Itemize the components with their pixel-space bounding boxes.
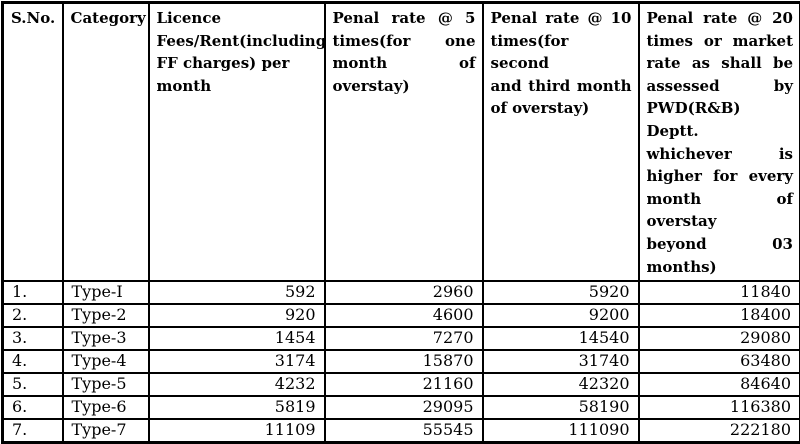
col-header-sno: S.No. bbox=[3, 3, 63, 282]
penal-rate-20x-cell: 11840 bbox=[639, 281, 800, 304]
header-line: times(for second bbox=[491, 30, 632, 75]
table-row-type-2: 2. Type-2 920 4600 9200 18400 bbox=[3, 304, 800, 327]
table-row-type-4: 4. Type-4 3174 15870 31740 63480 bbox=[3, 350, 800, 373]
penal-rate-5x-cell: 2960 bbox=[325, 281, 483, 304]
licence-fee-cell: 4232 bbox=[149, 373, 325, 396]
penal-rate-5x-cell: 21160 bbox=[325, 373, 483, 396]
header-line: whichever is bbox=[647, 143, 794, 166]
licence-fee-cell: 5819 bbox=[149, 396, 325, 419]
table-row-type-1: 1. Type-I 592 2960 5920 11840 bbox=[3, 281, 800, 304]
header-line: PWD(R&B) Deptt. bbox=[647, 97, 794, 142]
sno-cell: 7. bbox=[3, 419, 63, 443]
header-line: Licence bbox=[157, 7, 318, 30]
table-row-type-6: 6. Type-6 5819 29095 58190 116380 bbox=[3, 396, 800, 419]
penal-rate-20x-cell: 116380 bbox=[639, 396, 800, 419]
header-line: Penal rate @ 20 bbox=[647, 7, 794, 30]
sno-cell: 4. bbox=[3, 350, 63, 373]
header-line: beyond 03 bbox=[647, 233, 794, 256]
header-line: rate as shall be bbox=[647, 52, 794, 75]
table-row-type-5: 5. Type-5 4232 21160 42320 84640 bbox=[3, 373, 800, 396]
header-line: and third month bbox=[491, 75, 632, 98]
penal-rate-20x-cell: 222180 bbox=[639, 419, 800, 443]
sno-cell: 1. bbox=[3, 281, 63, 304]
licence-fee-cell: 3174 bbox=[149, 350, 325, 373]
category-cell: Type-I bbox=[63, 281, 149, 304]
category-cell: Type-2 bbox=[63, 304, 149, 327]
header-line: times(for one bbox=[333, 30, 476, 53]
penal-rate-20x-cell: 18400 bbox=[639, 304, 800, 327]
header-line: FF charges) per bbox=[157, 52, 318, 75]
penal-rate-10x-cell: 5920 bbox=[483, 281, 639, 304]
penal-rate-10x-cell: 111090 bbox=[483, 419, 639, 443]
header-line: Penal rate @ 5 bbox=[333, 7, 476, 30]
header-line: months) bbox=[647, 256, 794, 279]
header-line: month bbox=[157, 75, 318, 98]
penal-rate-10x-cell: 42320 bbox=[483, 373, 639, 396]
penal-rate-5x-cell: 15870 bbox=[325, 350, 483, 373]
penal-rate-5x-cell: 7270 bbox=[325, 327, 483, 350]
licence-fee-cell: 592 bbox=[149, 281, 325, 304]
licence-fee-cell: 1454 bbox=[149, 327, 325, 350]
header-line: month of overstay bbox=[647, 188, 794, 233]
licence-fee-cell: 920 bbox=[149, 304, 325, 327]
sno-cell: 2. bbox=[3, 304, 63, 327]
category-cell: Type-7 bbox=[63, 419, 149, 443]
header-line: of overstay) bbox=[491, 97, 632, 120]
penal-rate-5x-cell: 55545 bbox=[325, 419, 483, 443]
penal-rate-10x-cell: 9200 bbox=[483, 304, 639, 327]
header-line: Penal rate @ 10 bbox=[491, 7, 632, 30]
header-line: Fees/Rent(including bbox=[157, 30, 318, 53]
table-row-type-7: 7. Type-7 11109 55545 111090 222180 bbox=[3, 419, 800, 443]
penal-rate-20x-cell: 84640 bbox=[639, 373, 800, 396]
penal-rate-5x-cell: 4600 bbox=[325, 304, 483, 327]
penal-rate-10x-cell: 58190 bbox=[483, 396, 639, 419]
penal-rate-5x-cell: 29095 bbox=[325, 396, 483, 419]
header-line: times or market bbox=[647, 30, 794, 53]
penal-rate-10x-cell: 31740 bbox=[483, 350, 639, 373]
header-line: overstay) bbox=[333, 75, 476, 98]
col-header-category: Category bbox=[63, 3, 149, 282]
category-cell: Type-3 bbox=[63, 327, 149, 350]
header-line: month of bbox=[333, 52, 476, 75]
penal-rate-20x-cell: 63480 bbox=[639, 350, 800, 373]
licence-fee-cell: 11109 bbox=[149, 419, 325, 443]
category-cell: Type-6 bbox=[63, 396, 149, 419]
sno-cell: 6. bbox=[3, 396, 63, 419]
table-row-type-3: 3. Type-3 1454 7270 14540 29080 bbox=[3, 327, 800, 350]
category-cell: Type-4 bbox=[63, 350, 149, 373]
category-cell: Type-5 bbox=[63, 373, 149, 396]
header-line: assessed by bbox=[647, 75, 794, 98]
penal-rate-20x-cell: 29080 bbox=[639, 327, 800, 350]
sno-cell: 3. bbox=[3, 327, 63, 350]
penal-rate-10x-cell: 14540 bbox=[483, 327, 639, 350]
header-line: higher for every bbox=[647, 165, 794, 188]
sno-cell: 5. bbox=[3, 373, 63, 396]
